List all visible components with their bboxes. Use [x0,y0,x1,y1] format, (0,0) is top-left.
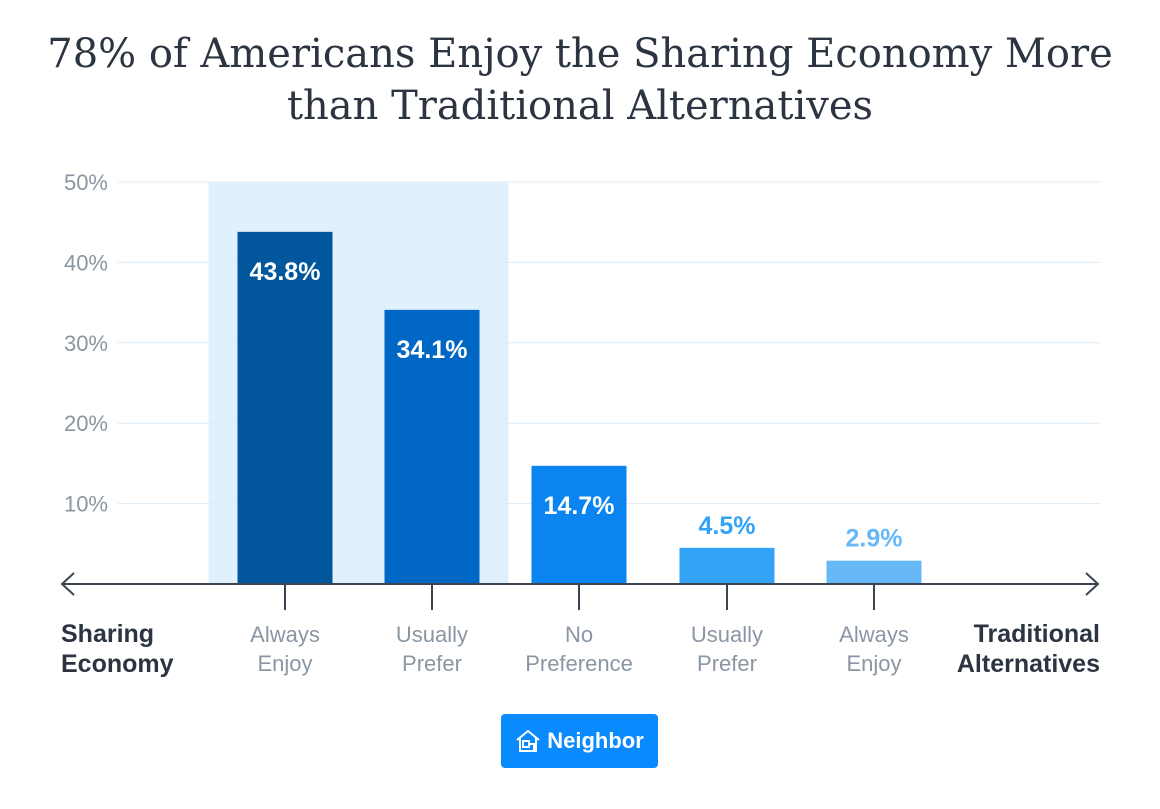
x-tick-label: No [565,622,593,647]
bar [826,560,922,584]
x-tick-label: Enjoy [846,651,901,676]
bar [531,465,627,584]
x-tick-label: Always [250,622,320,647]
y-tick-label: 20% [64,411,108,436]
bar [237,231,333,584]
x-tick-label: Usually [691,622,763,647]
neighbor-logo: Neighbor [501,714,658,768]
x-tick-label: Enjoy [257,651,312,676]
data-label: 43.8% [250,258,321,286]
data-label: 2.9% [846,525,903,553]
logo-text: Neighbor [547,728,644,753]
chart-title: 78% of Americans Enjoy the Sharing Econo… [47,31,1113,129]
arrow-left-icon [60,572,75,596]
y-tick-label: 30% [64,331,108,356]
y-tick-label: 50% [64,170,108,195]
x-tick-label: Usually [396,622,468,647]
y-tick-label: 40% [64,250,108,275]
left-axis-label: Sharing [61,620,154,648]
x-tick-label: Prefer [697,651,757,676]
x-tick-label: Prefer [402,651,462,676]
bar [384,309,480,584]
data-label: 34.1% [397,336,468,364]
y-tick-label: 10% [64,492,108,517]
left-axis-label: Economy [61,650,174,678]
bar [679,547,775,584]
data-label: 14.7% [544,492,615,520]
arrow-right-icon [1085,572,1100,596]
house-icon [516,729,540,752]
x-tick-label: Preference [525,651,633,676]
data-label: 4.5% [699,512,756,540]
right-axis-label: Alternatives [957,650,1100,678]
x-tick-label: Always [839,622,909,647]
right-axis-label: Traditional [974,620,1100,648]
